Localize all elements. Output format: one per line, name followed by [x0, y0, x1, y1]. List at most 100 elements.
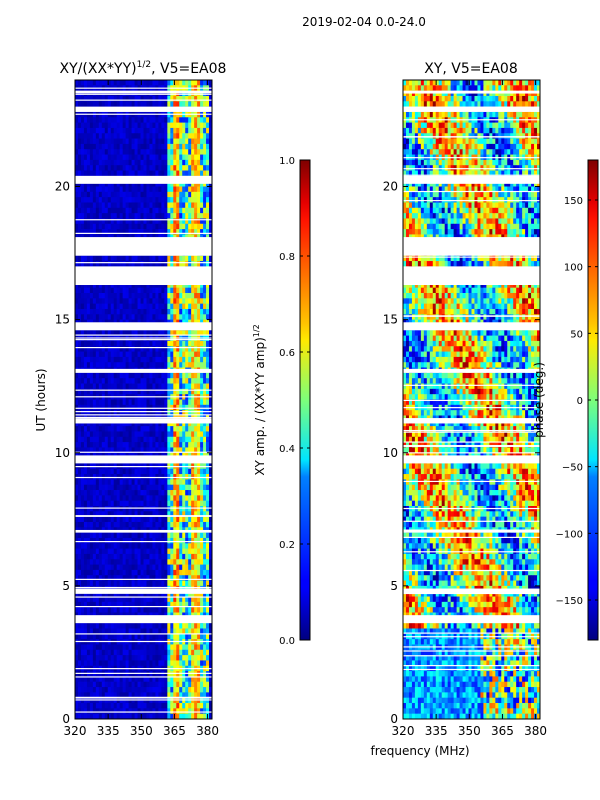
heatmap-cell — [80, 191, 85, 198]
heatmap-cell — [197, 197, 201, 203]
heatmap-cell — [188, 516, 192, 523]
heatmap-cell — [149, 346, 153, 352]
heatmap-cell — [209, 596, 212, 603]
heatmap-cell — [98, 202, 103, 209]
heatmap-cell — [146, 426, 150, 432]
heatmap-cell — [116, 218, 121, 225]
heatmap-cell — [113, 356, 118, 363]
heatmap-cell — [185, 330, 189, 336]
heatmap-cell — [131, 399, 135, 406]
heatmap-cell — [182, 399, 186, 406]
heatmap-cell — [152, 191, 156, 198]
heatmap-cell — [98, 436, 103, 443]
heatmap-cell — [98, 580, 103, 587]
heatmap-cell — [170, 372, 174, 379]
heatmap-cell — [203, 95, 207, 102]
heatmap-cell — [167, 537, 171, 544]
heatmap-cell — [125, 127, 130, 134]
heatmap-cell — [140, 591, 144, 597]
heatmap-cell — [113, 218, 118, 225]
heatmap-cell — [137, 202, 141, 209]
heatmap-cell — [209, 442, 212, 448]
heatmap-cell — [89, 506, 94, 512]
heatmap-cell — [125, 655, 130, 661]
heatmap-cell — [143, 138, 147, 145]
heatmap-cell — [197, 308, 201, 315]
heatmap-cell — [182, 154, 186, 161]
heatmap-cell — [191, 181, 195, 187]
heatmap-cell — [110, 399, 115, 406]
heatmap-cell — [119, 293, 124, 299]
heatmap-cell — [95, 165, 100, 171]
heatmap-cell — [125, 330, 130, 336]
heatmap-cell — [194, 287, 198, 294]
heatmap-cell — [179, 521, 183, 528]
heatmap-cell — [107, 516, 112, 523]
heatmap-cell — [200, 213, 204, 219]
heatmap-cell — [137, 229, 141, 235]
heatmap-cell — [107, 601, 112, 608]
heatmap-cell — [173, 596, 177, 603]
heatmap-cell — [176, 479, 180, 486]
heatmap-cell — [206, 372, 210, 379]
heatmap-cell — [134, 399, 138, 406]
heatmap-cell — [128, 649, 132, 656]
heatmap-cell — [155, 623, 159, 629]
heatmap-cell — [170, 591, 174, 597]
heatmap-cell — [122, 383, 127, 390]
heatmap-cell — [86, 495, 91, 502]
heatmap-cell — [167, 378, 171, 384]
heatmap-cell — [122, 351, 127, 358]
heatmap-cell — [194, 90, 198, 97]
heatmap-cell — [182, 80, 186, 86]
heatmap-cell — [80, 362, 85, 368]
heatmap-cell — [92, 383, 97, 390]
heatmap-cell — [164, 346, 168, 352]
heatmap-cell — [167, 420, 171, 427]
heatmap-cell — [182, 623, 186, 629]
heatmap-cell — [182, 149, 186, 155]
heatmap-cell — [122, 495, 127, 502]
heatmap-cell — [113, 426, 118, 432]
heatmap-cell — [80, 649, 85, 656]
heatmap-cell — [101, 293, 106, 299]
heatmap-cell — [200, 138, 204, 145]
heatmap-cell — [75, 197, 79, 203]
heatmap-cell — [200, 548, 204, 555]
heatmap-cell — [209, 543, 212, 550]
heatmap-cell — [179, 399, 183, 406]
heatmap-cell — [170, 388, 174, 395]
heatmap-cell — [125, 580, 130, 587]
heatmap-cell — [98, 532, 103, 539]
heatmap-cell — [89, 633, 94, 640]
heatmap-cell — [134, 223, 138, 230]
heatmap-cell — [125, 442, 130, 448]
heatmap-cell — [137, 90, 141, 97]
heatmap-cell — [188, 346, 192, 352]
heatmap-cell — [161, 202, 165, 209]
heatmap-cell — [140, 122, 144, 129]
heatmap-cell — [116, 223, 121, 230]
heatmap-cell — [206, 229, 210, 235]
heatmap-cell — [125, 181, 130, 187]
heatmap-cell — [170, 207, 174, 214]
heatmap-cell — [107, 330, 112, 336]
heatmap-cell — [86, 372, 91, 379]
heatmap-cell — [101, 431, 106, 438]
heatmap-cell — [158, 372, 162, 379]
heatmap-cell — [203, 218, 207, 225]
heatmap-cell — [179, 223, 183, 230]
heatmap-cell — [143, 95, 147, 102]
heatmap-cell — [107, 143, 112, 150]
heatmap-cell — [134, 213, 138, 219]
heatmap-cell — [146, 431, 150, 438]
heatmap-cell — [140, 537, 144, 544]
heatmap-cell — [188, 484, 192, 491]
heatmap-cell — [200, 362, 204, 368]
heatmap-cell — [125, 308, 130, 315]
heatmap-cell — [206, 431, 210, 438]
heatmap-cell — [194, 436, 198, 443]
heatmap-cell — [140, 143, 144, 150]
heatmap-cell — [164, 596, 168, 603]
heatmap-cell — [95, 122, 100, 129]
